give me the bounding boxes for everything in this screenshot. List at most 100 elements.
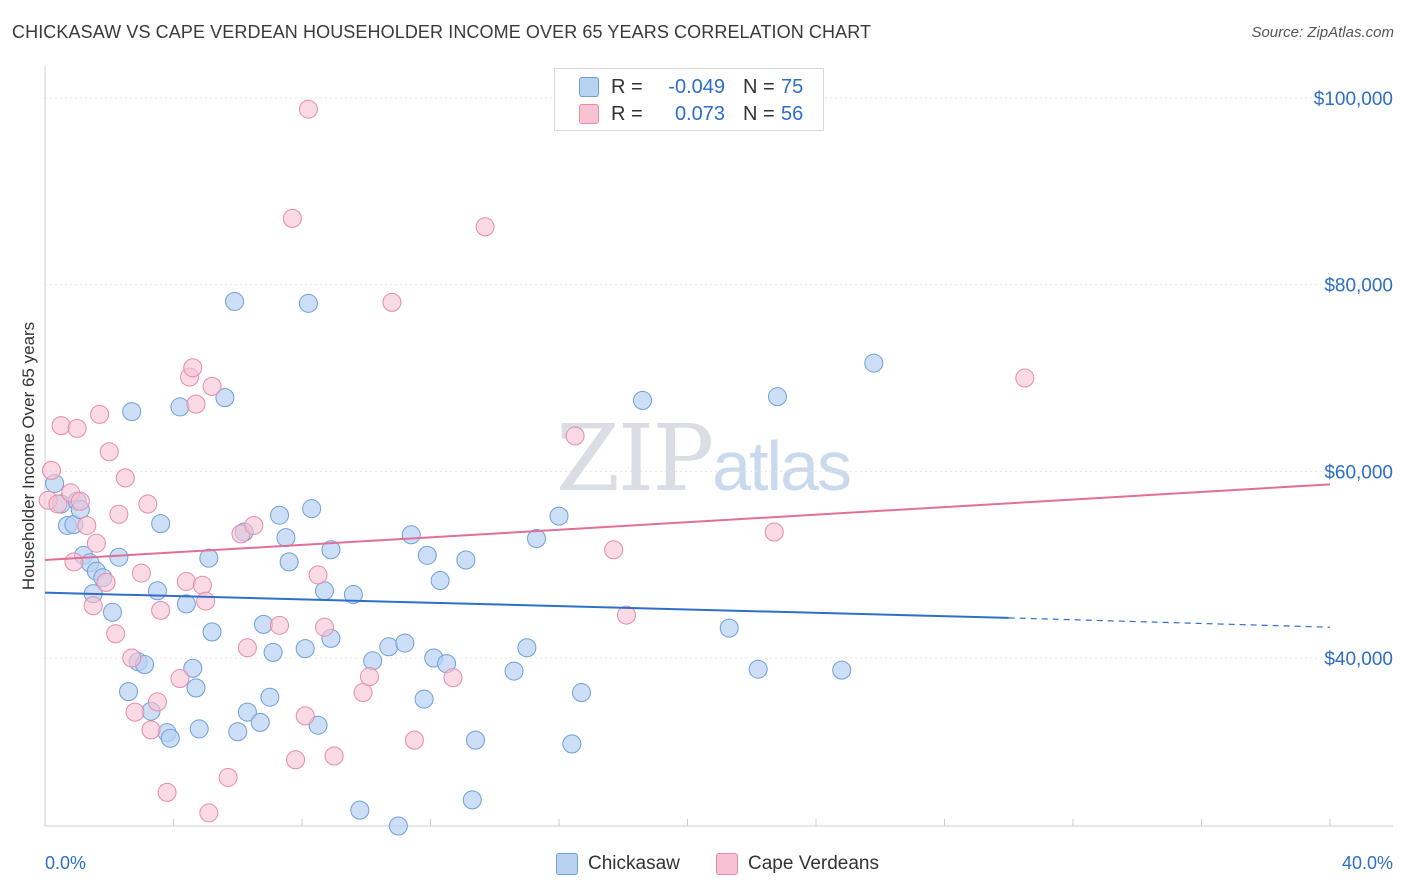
chickasaw-point <box>250 712 270 732</box>
legend-n-value: 56 <box>781 102 804 125</box>
cape-verdean-point <box>125 702 145 722</box>
cape-verdean-point <box>308 565 328 585</box>
chickasaw-point <box>719 618 739 638</box>
chickasaw-point <box>270 505 290 525</box>
cape-verdean-point <box>109 504 129 524</box>
chickasaw-point <box>832 660 852 680</box>
cape-verdean-point <box>295 706 315 726</box>
chickasaw-point <box>151 514 171 534</box>
bottom-legend-swatch-cape-verdean <box>716 853 738 875</box>
axis-labels: $40,000 $60,000 $80,000 $100,000 0.0% 40.0% Ho… <box>19 89 1393 873</box>
y-tick-label: $40,000 <box>1324 649 1393 670</box>
chickasaw-point <box>183 658 203 678</box>
cape-verdean-point <box>48 494 68 514</box>
chickasaw-point <box>401 525 421 545</box>
cape-verdean-point <box>192 575 212 595</box>
chickasaw-point <box>215 388 235 408</box>
bottom-legend-label: Chickasaw <box>588 853 680 874</box>
chickasaw-point <box>379 637 399 657</box>
legend-r-value: -0.049 <box>668 75 725 98</box>
chickasaw-point <box>388 816 408 836</box>
cape-verdean-trend-line <box>44 483 1331 561</box>
cape-verdean-point <box>202 376 222 396</box>
cape-verdean-point <box>764 522 784 542</box>
cape-verdean-point <box>199 803 219 823</box>
legend-swatch-cape-verdean <box>579 104 599 124</box>
cape-verdean-point <box>1015 368 1035 388</box>
cape-verdean-point <box>67 418 87 438</box>
bottom-legend-label: Cape Verdeans <box>748 853 879 874</box>
y-axis-title: Householder Income Over 65 years <box>19 322 38 590</box>
cape-verdean-point <box>237 638 257 658</box>
cape-verdean-point <box>604 540 624 560</box>
cape-verdean-point <box>353 683 373 703</box>
cape-verdean-points <box>38 99 1035 823</box>
chickasaw-point <box>225 291 245 311</box>
chickasaw-point <box>549 506 569 526</box>
cape-verdean-point <box>70 491 90 511</box>
chickasaw-point <box>748 659 768 679</box>
cape-verdean-point <box>404 730 424 750</box>
chickasaw-point <box>228 722 248 742</box>
cape-verdean-point <box>244 515 264 535</box>
cape-verdean-point <box>186 394 206 414</box>
chickasaw-point <box>170 397 190 417</box>
cape-verdean-point <box>170 669 190 689</box>
chickasaw-point <box>465 730 485 750</box>
chickasaw-point <box>363 651 383 671</box>
chickasaw-point <box>160 728 180 748</box>
chickasaw-point <box>279 552 299 572</box>
chickasaw-point <box>119 682 139 702</box>
cape-verdean-point <box>151 600 171 620</box>
chickasaw-point <box>321 540 341 560</box>
chickasaw-point <box>295 639 315 659</box>
chickasaw-point <box>253 614 273 634</box>
cape-verdean-point <box>99 442 119 462</box>
chickasaw-point <box>414 689 434 709</box>
legend-row-chickasaw: R = -0.049 N = 75 <box>579 75 803 99</box>
bottom-legend-swatch-chickasaw <box>556 853 578 875</box>
chickasaw-trend-extension <box>1008 617 1331 628</box>
chickasaw-point <box>122 402 142 422</box>
watermark: ZIPatlas <box>556 405 852 512</box>
cape-verdean-point <box>183 358 203 378</box>
cape-verdean-point <box>86 533 106 553</box>
chickasaw-point <box>263 642 283 662</box>
cape-verdean-point <box>138 494 158 514</box>
cape-verdean-point <box>115 468 135 488</box>
bottom-legend-chickasaw: Chickasaw <box>556 852 680 876</box>
chickasaw-point <box>314 581 334 601</box>
chickasaw-point <box>202 622 222 642</box>
chickasaw-point <box>343 585 363 605</box>
cape-verdean-point <box>176 571 196 591</box>
cape-verdean-point <box>64 552 84 572</box>
cape-verdean-point <box>616 605 636 625</box>
cape-verdean-point <box>359 667 379 687</box>
chickasaw-point <box>302 499 322 519</box>
cape-verdean-point <box>324 746 344 766</box>
source-label: Source: ZipAtlas.com <box>1251 24 1394 41</box>
legend-r-label: R = <box>611 102 643 125</box>
chickasaw-point <box>260 687 280 707</box>
chickasaw-point <box>395 633 415 653</box>
chickasaw-point <box>430 571 450 591</box>
chickasaw-point <box>517 638 537 658</box>
legend-row-cape-verdean: R = 0.073 N = 56 <box>579 102 803 126</box>
legend-r-label: R = <box>611 75 643 98</box>
chickasaw-trend-line <box>44 591 1009 619</box>
y-tick-label: $60,000 <box>1324 462 1393 483</box>
cape-verdean-point <box>147 692 167 712</box>
chickasaw-point <box>199 548 219 568</box>
chickasaw-point <box>102 602 122 622</box>
chickasaw-points <box>45 291 884 836</box>
cape-verdean-point <box>282 208 302 228</box>
legend-r-value: 0.073 <box>674 102 725 125</box>
legend-n-label: N = <box>743 75 775 98</box>
chickasaw-point <box>571 683 591 703</box>
chickasaw-point <box>276 528 296 548</box>
cape-verdean-point <box>83 596 103 616</box>
chickasaw-point <box>864 353 884 373</box>
cape-verdean-point <box>298 99 318 119</box>
chickasaw-point <box>308 715 328 735</box>
